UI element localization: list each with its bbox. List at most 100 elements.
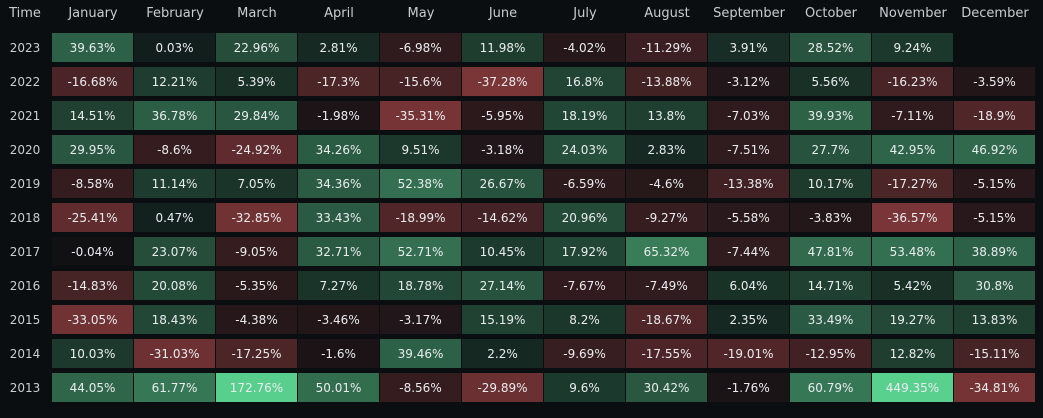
heatmap-cell-2021-december[interactable]: -18.9%	[954, 101, 1036, 132]
heatmap-cell-2022-august[interactable]: -13.88%	[626, 67, 708, 98]
heatmap-cell-2021-may[interactable]: -35.31%	[380, 101, 462, 132]
heatmap-cell-2015-july[interactable]: 8.2%	[544, 305, 626, 336]
heatmap-cell-2020-june[interactable]: -3.18%	[462, 135, 544, 166]
heatmap-cell-2022-march[interactable]: 5.39%	[216, 67, 298, 98]
heatmap-cell-2018-august[interactable]: -9.27%	[626, 203, 708, 234]
heatmap-cell-2013-october[interactable]: 60.79%	[790, 373, 872, 404]
heatmap-cell-2013-may[interactable]: -8.56%	[380, 373, 462, 404]
heatmap-cell-2023-february[interactable]: 0.03%	[134, 33, 216, 64]
heatmap-cell-2016-september[interactable]: 6.04%	[708, 271, 790, 302]
heatmap-cell-2022-june[interactable]: -37.28%	[462, 67, 544, 98]
heatmap-cell-2023-june[interactable]: 11.98%	[462, 33, 544, 64]
heatmap-cell-2016-july[interactable]: -7.67%	[544, 271, 626, 302]
heatmap-cell-2018-september[interactable]: -5.58%	[708, 203, 790, 234]
heatmap-cell-2020-august[interactable]: 2.83%	[626, 135, 708, 166]
heatmap-cell-2015-november[interactable]: 19.27%	[872, 305, 954, 336]
heatmap-cell-2017-may[interactable]: 52.71%	[380, 237, 462, 268]
heatmap-cell-2021-november[interactable]: -7.11%	[872, 101, 954, 132]
heatmap-cell-2023-may[interactable]: -6.98%	[380, 33, 462, 64]
heatmap-cell-2023-december[interactable]	[954, 33, 1036, 64]
heatmap-cell-2014-april[interactable]: -1.6%	[298, 339, 380, 370]
heatmap-cell-2019-june[interactable]: 26.67%	[462, 169, 544, 200]
heatmap-cell-2022-february[interactable]: 12.21%	[134, 67, 216, 98]
heatmap-cell-2021-june[interactable]: -5.95%	[462, 101, 544, 132]
heatmap-cell-2023-january[interactable]: 39.63%	[52, 33, 134, 64]
heatmap-cell-2022-december[interactable]: -3.59%	[954, 67, 1036, 98]
heatmap-cell-2021-february[interactable]: 36.78%	[134, 101, 216, 132]
heatmap-cell-2017-august[interactable]: 65.32%	[626, 237, 708, 268]
heatmap-cell-2023-august[interactable]: -11.29%	[626, 33, 708, 64]
heatmap-cell-2020-march[interactable]: -24.92%	[216, 135, 298, 166]
heatmap-cell-2018-may[interactable]: -18.99%	[380, 203, 462, 234]
heatmap-cell-2013-june[interactable]: -29.89%	[462, 373, 544, 404]
heatmap-cell-2015-may[interactable]: -3.17%	[380, 305, 462, 336]
heatmap-cell-2021-september[interactable]: -7.03%	[708, 101, 790, 132]
heatmap-cell-2018-october[interactable]: -3.83%	[790, 203, 872, 234]
heatmap-cell-2015-august[interactable]: -18.67%	[626, 305, 708, 336]
heatmap-cell-2019-march[interactable]: 7.05%	[216, 169, 298, 200]
heatmap-cell-2017-october[interactable]: 47.81%	[790, 237, 872, 268]
heatmap-cell-2015-december[interactable]: 13.83%	[954, 305, 1036, 336]
heatmap-cell-2021-january[interactable]: 14.51%	[52, 101, 134, 132]
heatmap-cell-2018-april[interactable]: 33.43%	[298, 203, 380, 234]
heatmap-cell-2019-april[interactable]: 34.36%	[298, 169, 380, 200]
heatmap-cell-2013-september[interactable]: -1.76%	[708, 373, 790, 404]
heatmap-cell-2019-november[interactable]: -17.27%	[872, 169, 954, 200]
heatmap-cell-2014-august[interactable]: -17.55%	[626, 339, 708, 370]
heatmap-cell-2022-april[interactable]: -17.3%	[298, 67, 380, 98]
heatmap-cell-2015-march[interactable]: -4.38%	[216, 305, 298, 336]
heatmap-cell-2023-september[interactable]: 3.91%	[708, 33, 790, 64]
heatmap-cell-2023-october[interactable]: 28.52%	[790, 33, 872, 64]
heatmap-cell-2019-may[interactable]: 52.38%	[380, 169, 462, 200]
heatmap-cell-2023-march[interactable]: 22.96%	[216, 33, 298, 64]
heatmap-cell-2014-may[interactable]: 39.46%	[380, 339, 462, 370]
heatmap-cell-2016-november[interactable]: 5.42%	[872, 271, 954, 302]
heatmap-cell-2019-august[interactable]: -4.6%	[626, 169, 708, 200]
heatmap-cell-2014-february[interactable]: -31.03%	[134, 339, 216, 370]
heatmap-cell-2022-september[interactable]: -3.12%	[708, 67, 790, 98]
heatmap-cell-2019-december[interactable]: -5.15%	[954, 169, 1036, 200]
heatmap-cell-2017-november[interactable]: 53.48%	[872, 237, 954, 268]
heatmap-cell-2020-november[interactable]: 42.95%	[872, 135, 954, 166]
heatmap-cell-2014-july[interactable]: -9.69%	[544, 339, 626, 370]
heatmap-cell-2016-march[interactable]: -5.35%	[216, 271, 298, 302]
heatmap-cell-2020-december[interactable]: 46.92%	[954, 135, 1036, 166]
heatmap-cell-2018-november[interactable]: -36.57%	[872, 203, 954, 234]
heatmap-cell-2014-march[interactable]: -17.25%	[216, 339, 298, 370]
heatmap-cell-2013-december[interactable]: -34.81%	[954, 373, 1036, 404]
heatmap-cell-2016-may[interactable]: 18.78%	[380, 271, 462, 302]
heatmap-cell-2022-july[interactable]: 16.8%	[544, 67, 626, 98]
heatmap-cell-2016-august[interactable]: -7.49%	[626, 271, 708, 302]
heatmap-cell-2017-september[interactable]: -7.44%	[708, 237, 790, 268]
heatmap-cell-2014-december[interactable]: -15.11%	[954, 339, 1036, 370]
heatmap-cell-2016-october[interactable]: 14.71%	[790, 271, 872, 302]
heatmap-cell-2021-july[interactable]: 18.19%	[544, 101, 626, 132]
heatmap-cell-2013-february[interactable]: 61.77%	[134, 373, 216, 404]
heatmap-cell-2016-april[interactable]: 7.27%	[298, 271, 380, 302]
heatmap-cell-2015-june[interactable]: 15.19%	[462, 305, 544, 336]
heatmap-cell-2018-march[interactable]: -32.85%	[216, 203, 298, 234]
heatmap-cell-2013-january[interactable]: 44.05%	[52, 373, 134, 404]
heatmap-cell-2013-august[interactable]: 30.42%	[626, 373, 708, 404]
heatmap-cell-2019-january[interactable]: -8.58%	[52, 169, 134, 200]
heatmap-cell-2020-july[interactable]: 24.03%	[544, 135, 626, 166]
heatmap-cell-2015-october[interactable]: 33.49%	[790, 305, 872, 336]
heatmap-cell-2013-november[interactable]: 449.35%	[872, 373, 954, 404]
heatmap-cell-2018-june[interactable]: -14.62%	[462, 203, 544, 234]
heatmap-cell-2017-march[interactable]: -9.05%	[216, 237, 298, 268]
heatmap-cell-2022-october[interactable]: 5.56%	[790, 67, 872, 98]
heatmap-cell-2022-january[interactable]: -16.68%	[52, 67, 134, 98]
heatmap-cell-2016-january[interactable]: -14.83%	[52, 271, 134, 302]
heatmap-cell-2021-april[interactable]: -1.98%	[298, 101, 380, 132]
heatmap-cell-2020-april[interactable]: 34.26%	[298, 135, 380, 166]
heatmap-cell-2019-july[interactable]: -6.59%	[544, 169, 626, 200]
heatmap-cell-2023-november[interactable]: 9.24%	[872, 33, 954, 64]
heatmap-cell-2015-september[interactable]: 2.35%	[708, 305, 790, 336]
heatmap-cell-2020-february[interactable]: -8.6%	[134, 135, 216, 166]
heatmap-cell-2021-march[interactable]: 29.84%	[216, 101, 298, 132]
heatmap-cell-2013-march[interactable]: 172.76%	[216, 373, 298, 404]
heatmap-cell-2020-october[interactable]: 27.7%	[790, 135, 872, 166]
heatmap-cell-2017-july[interactable]: 17.92%	[544, 237, 626, 268]
heatmap-cell-2022-november[interactable]: -16.23%	[872, 67, 954, 98]
heatmap-cell-2023-july[interactable]: -4.02%	[544, 33, 626, 64]
